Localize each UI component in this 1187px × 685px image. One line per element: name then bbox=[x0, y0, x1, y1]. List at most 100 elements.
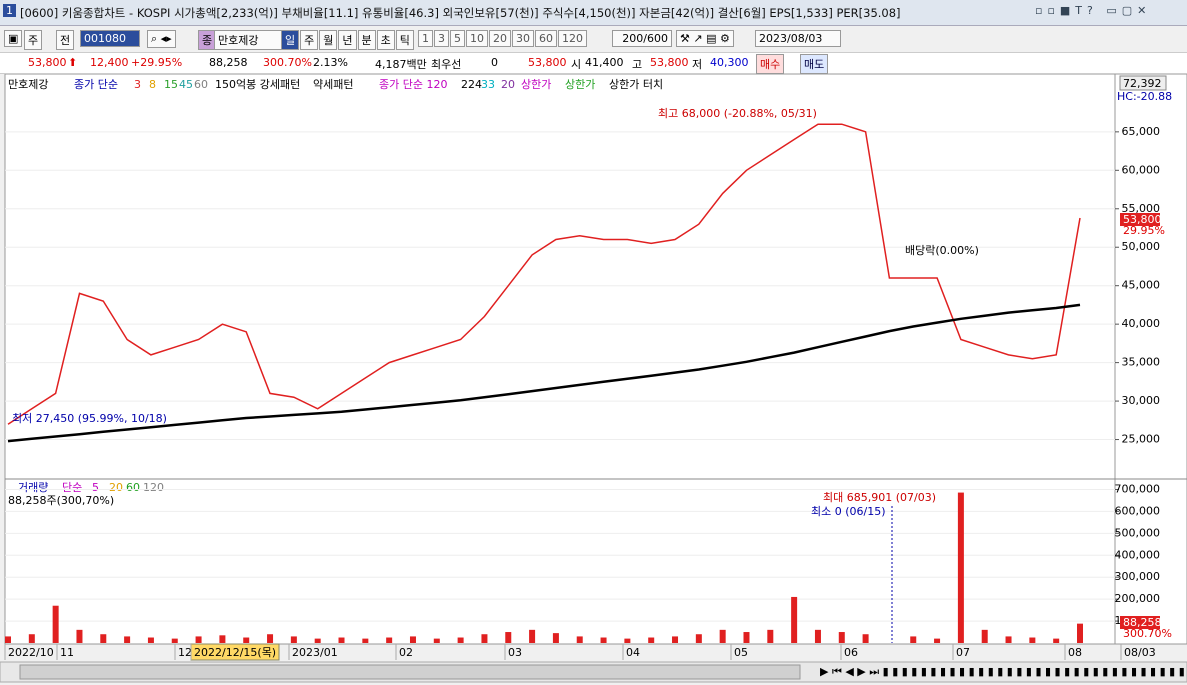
annotation-high: 최고 68,000 (-20.88%, 05/31) bbox=[658, 107, 817, 120]
low-label: 저 bbox=[692, 58, 703, 71]
window-controls[interactable]: ▫▫■T? ▭▢✕ bbox=[1035, 4, 1152, 17]
legend-limit: 상한가 bbox=[565, 78, 595, 91]
price-line bbox=[7, 123, 1081, 425]
volume-bar bbox=[124, 636, 131, 643]
low: 40,300 bbox=[710, 56, 749, 69]
code-input[interactable]: 001080 bbox=[80, 30, 140, 47]
scroll-controls[interactable]: ▶ ⏮ ◀ ▶ ⏭ ▮ ▮ ▮ ▮ ▮ ▮ ▮ ▮ ▮ ▮ ▮ ▮ ▮ ▮ ▮ … bbox=[820, 665, 1187, 678]
volume-bar bbox=[1029, 637, 1036, 643]
x-tick-label: 06 bbox=[844, 646, 858, 659]
annotation-last: 53,800 bbox=[1123, 213, 1162, 226]
count[interactable]: 200/600 bbox=[612, 30, 672, 47]
x-tick-label: 11 bbox=[60, 646, 74, 659]
volume-bar bbox=[52, 605, 59, 643]
x-tick-label: 2022/12/15(목) bbox=[194, 646, 276, 659]
period-button[interactable]: 년 bbox=[338, 30, 357, 50]
icon[interactable]: ▣ bbox=[4, 30, 23, 47]
annotation-max: 최대 685,901 (07/03) bbox=[823, 491, 936, 504]
plot-bg bbox=[4, 74, 1116, 645]
y-tick-label: 40,000 bbox=[1122, 317, 1161, 330]
price-line bbox=[7, 303, 1081, 443]
legend-ma-period: 15 bbox=[164, 78, 178, 91]
high: 53,800 bbox=[650, 56, 689, 69]
date[interactable]: 2023/08/03 bbox=[755, 30, 841, 47]
volume-legend-period: 60 bbox=[126, 481, 140, 494]
annotation-last: 88,258 bbox=[1123, 616, 1162, 629]
volume-legend-ma: 단순 bbox=[62, 481, 82, 494]
buy-button[interactable]: 매수 bbox=[756, 54, 785, 74]
window-badge: 1 bbox=[3, 4, 16, 17]
volume-bar bbox=[957, 492, 964, 643]
sell-button[interactable]: 매도 bbox=[800, 54, 829, 74]
volume-bar bbox=[624, 638, 631, 643]
search[interactable]: ⌕ ◂▸ bbox=[147, 30, 176, 48]
x-tick-label: 07 bbox=[956, 646, 970, 659]
volume: 88,258 bbox=[209, 56, 248, 69]
y-tick-label: 200,000 bbox=[1115, 592, 1161, 605]
volume-bar bbox=[767, 629, 774, 643]
volume-bar bbox=[362, 638, 369, 643]
legend-ma-period: 3 bbox=[134, 78, 141, 91]
axis-bg bbox=[1114, 74, 1187, 645]
volume-bar bbox=[1005, 636, 1012, 643]
annotation-last-rate: 300.70% bbox=[1123, 627, 1172, 640]
interval-button[interactable]: 20 bbox=[489, 30, 511, 47]
legend-pattern: 150억봉 강세패턴 bbox=[215, 78, 300, 91]
best-qty: 0 bbox=[491, 56, 498, 69]
y-tick-label: 600,000 bbox=[1115, 504, 1161, 517]
top-box bbox=[1119, 75, 1167, 91]
volume-bar bbox=[862, 634, 869, 643]
volume-bar bbox=[219, 635, 226, 643]
mode[interactable]: 주 bbox=[24, 30, 43, 50]
y-tick-label: 500,000 bbox=[1115, 526, 1161, 539]
period-button[interactable]: 주 bbox=[300, 30, 319, 50]
volume-bar bbox=[981, 629, 988, 643]
interval-button[interactable]: 1 bbox=[418, 30, 433, 47]
legend-ma-period: 45 bbox=[179, 78, 193, 91]
period-button[interactable]: 틱 bbox=[395, 30, 414, 50]
period-button[interactable]: 분 bbox=[357, 30, 376, 50]
volume-bar bbox=[576, 636, 583, 643]
prev[interactable]: 전 bbox=[56, 30, 75, 50]
annotation-dividend: 배당락(0.00%) bbox=[905, 244, 979, 257]
interval-button[interactable]: 10 bbox=[466, 30, 488, 47]
title-bar: 1 [0600] 키움종합차트 - KOSPI 시가총액[2,233(억)] 부… bbox=[0, 0, 1187, 26]
vol-rate: 300.70% bbox=[263, 56, 312, 69]
volume-bar bbox=[672, 636, 679, 643]
volume-bar bbox=[695, 634, 702, 643]
y-tick-label: 300,000 bbox=[1115, 570, 1161, 583]
interval-button[interactable]: 120 bbox=[558, 30, 587, 47]
period-button[interactable]: 월 bbox=[319, 30, 338, 50]
volume-legend-period: 20 bbox=[109, 481, 123, 494]
change: 12,400 bbox=[90, 56, 129, 69]
annotation-last-rate: 29.95% bbox=[1123, 224, 1165, 237]
volume-bar bbox=[147, 637, 154, 643]
interval-button[interactable]: 3 bbox=[434, 30, 449, 47]
period-button[interactable]: 일 bbox=[281, 30, 300, 50]
price: 53,800 bbox=[28, 56, 67, 69]
tools[interactable]: ⚒ ↗ ▤ ⚙ bbox=[676, 30, 734, 47]
x-tick-label: 05 bbox=[734, 646, 748, 659]
x-tick-label: 08 bbox=[1068, 646, 1082, 659]
turnover: 2.13% bbox=[313, 56, 348, 69]
volume-bar bbox=[76, 629, 83, 643]
scroll-thumb[interactable] bbox=[19, 664, 801, 680]
period-button[interactable]: 초 bbox=[376, 30, 395, 50]
volume-bar bbox=[648, 637, 655, 643]
volume-bar bbox=[934, 638, 941, 643]
high-label: 고 bbox=[632, 58, 643, 71]
annotation-top: 72,392 bbox=[1123, 77, 1162, 90]
x-tick-label: 2023/01 bbox=[292, 646, 338, 659]
volume-bar bbox=[290, 636, 297, 643]
interval-button[interactable]: 30 bbox=[512, 30, 534, 47]
interval-button[interactable]: 60 bbox=[535, 30, 557, 47]
legend-ma: 종가 단순 bbox=[74, 78, 118, 91]
volume-bar bbox=[433, 638, 440, 643]
volume-bar bbox=[1077, 623, 1083, 643]
x-tick-label: 2022/10 bbox=[8, 646, 54, 659]
volume-bar bbox=[910, 636, 917, 643]
interval-button[interactable]: 5 bbox=[450, 30, 465, 47]
volume-current: 88,258주(300,70%) bbox=[8, 494, 114, 507]
y-tick-label: 700,000 bbox=[1115, 482, 1161, 495]
